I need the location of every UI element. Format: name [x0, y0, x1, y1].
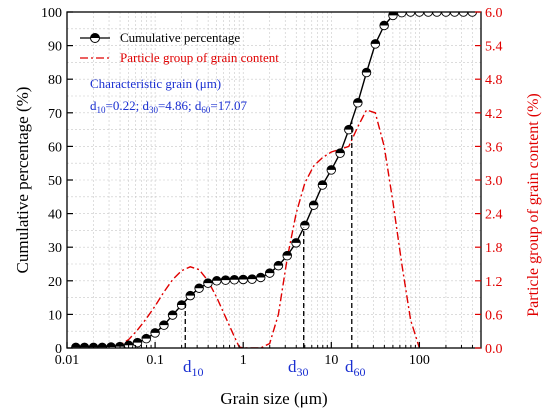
- cumulative-point-fill: [212, 276, 222, 281]
- d10-value: =0.22; d: [106, 98, 150, 113]
- x-tick-label: 100: [409, 353, 430, 368]
- d60-sub: 60: [201, 105, 211, 115]
- y2-tick-label: 1.8: [485, 241, 503, 256]
- cumulative-point-fill: [265, 268, 275, 274]
- x-tick-label: 0.01: [55, 353, 80, 368]
- legend-label-cumulative: Cumulative percentage: [120, 30, 240, 45]
- cumulative-point-fill: [80, 343, 89, 348]
- x-tick-label: 0.1: [146, 353, 164, 368]
- y2-tick-label: 3.6: [485, 140, 503, 155]
- y2-tick-label: 6.0: [485, 6, 503, 21]
- characteristic-grain-title: Characteristic grain (μm): [90, 76, 221, 91]
- cumulative-point-fill: [124, 341, 133, 346]
- cumulative-point: [449, 12, 460, 17]
- cumulative-point-fill: [300, 221, 310, 226]
- d30-axis-label: d30: [288, 357, 309, 379]
- cumulative-point: [432, 12, 442, 17]
- cumulative-point-fill: [230, 275, 239, 280]
- cumulative-point-fill: [291, 238, 301, 243]
- cumulative-point: [458, 12, 469, 17]
- cumulative-point-fill: [318, 180, 327, 186]
- characteristic-grain-values: d10=0.22; d30=4.86; d60=17.07: [90, 98, 247, 115]
- cumulative-point-fill: [71, 343, 81, 348]
- cumulative-point-fill: [238, 275, 248, 280]
- cumulative-point-fill: [221, 275, 230, 281]
- y-axis-title: Cumulative percentage (%): [13, 87, 32, 274]
- y-tick-label: 100: [41, 6, 62, 21]
- cumulative-point-fill: [194, 283, 204, 289]
- cumulative-point-fill: [247, 274, 257, 280]
- cumulative-point-fill: [282, 251, 292, 256]
- cumulative-point-fill: [186, 291, 195, 296]
- cumulative-point-fill: [203, 278, 213, 284]
- d10-sub: 10: [97, 105, 107, 115]
- x-tick-label: 10: [324, 353, 338, 368]
- y2-tick-label: 4.2: [485, 107, 503, 122]
- legend: Cumulative percentage Particle group of …: [80, 30, 279, 65]
- cumulative-point-fill: [141, 334, 151, 339]
- d30-sub: 30: [149, 105, 159, 115]
- cumulative-point-fill: [309, 200, 318, 206]
- cumulative-point: [467, 12, 478, 17]
- cumulative-point-fill: [353, 98, 363, 103]
- y2-tick-label: 3.0: [485, 174, 503, 189]
- y-tick-label: 30: [48, 241, 62, 256]
- y-tick-label: 0: [55, 342, 62, 357]
- y2-tick-label: 5.4: [485, 40, 503, 55]
- cumulative-point: [441, 12, 451, 17]
- x-axis-title: Grain size (μm): [220, 389, 327, 408]
- cumulative-point: [423, 12, 434, 17]
- cumulative-point-fill: [371, 39, 380, 44]
- y2-tick-label: 2.4: [485, 208, 503, 223]
- cumulative-point-fill: [335, 148, 345, 154]
- annotations: [184, 120, 353, 348]
- y2-tick-label: 0.0: [485, 342, 503, 357]
- d10-symbol: d: [90, 98, 97, 113]
- y-tick-label: 20: [48, 275, 62, 290]
- cumulative-point-fill: [159, 320, 169, 326]
- y-tick-label: 80: [48, 73, 62, 88]
- cumulative-point: [405, 12, 416, 17]
- y-tick-label: 90: [48, 40, 62, 55]
- x-tick-label: 1: [240, 353, 247, 368]
- legend-label-particle: Particle group of grain content: [120, 50, 279, 65]
- cumulative-point: [414, 12, 425, 17]
- y2-axis-title: Particle group of grain content (%): [525, 93, 542, 316]
- cumulative-point-fill: [327, 165, 336, 170]
- y-tick-label: 40: [48, 208, 62, 223]
- cumulative-point-fill: [115, 342, 125, 347]
- y-tick-label: 70: [48, 107, 62, 122]
- y2-tick-label: 4.8: [485, 73, 503, 88]
- cumulative-point-fill: [256, 273, 266, 278]
- cumulative-point-fill: [177, 300, 186, 305]
- cumulative-point-fill: [362, 68, 371, 73]
- y2-tick-label: 1.2: [485, 275, 503, 290]
- cumulative-point-fill: [97, 343, 107, 348]
- axes: 0.01 0.1 1 10 100 0 10 20 30 40 50 60 70 80 90 100 0.0 0.…: [41, 6, 503, 368]
- cumulative-point-fill: [168, 310, 177, 316]
- d30-value: =4.86; d: [158, 98, 202, 113]
- d60-axis-label: d60: [345, 357, 366, 379]
- y2-tick-label: 0.6: [485, 308, 503, 323]
- cumulative-point-fill: [379, 21, 389, 26]
- y-tick-label: 50: [48, 174, 62, 189]
- grid-lines: [67, 12, 481, 348]
- y-tick-label: 10: [48, 308, 62, 323]
- cumulative-point-fill: [133, 338, 142, 343]
- d60-value: =17.07: [210, 98, 247, 113]
- cumulative-point-fill: [150, 328, 160, 333]
- cumulative-point-fill: [274, 261, 283, 266]
- cumulative-point-fill: [388, 12, 398, 16]
- legend-marker-cumulative-fill: [90, 33, 100, 38]
- y-tick-label: 60: [48, 140, 62, 155]
- cumulative-point-fill: [344, 125, 354, 130]
- d10-axis-label: d10: [183, 357, 204, 379]
